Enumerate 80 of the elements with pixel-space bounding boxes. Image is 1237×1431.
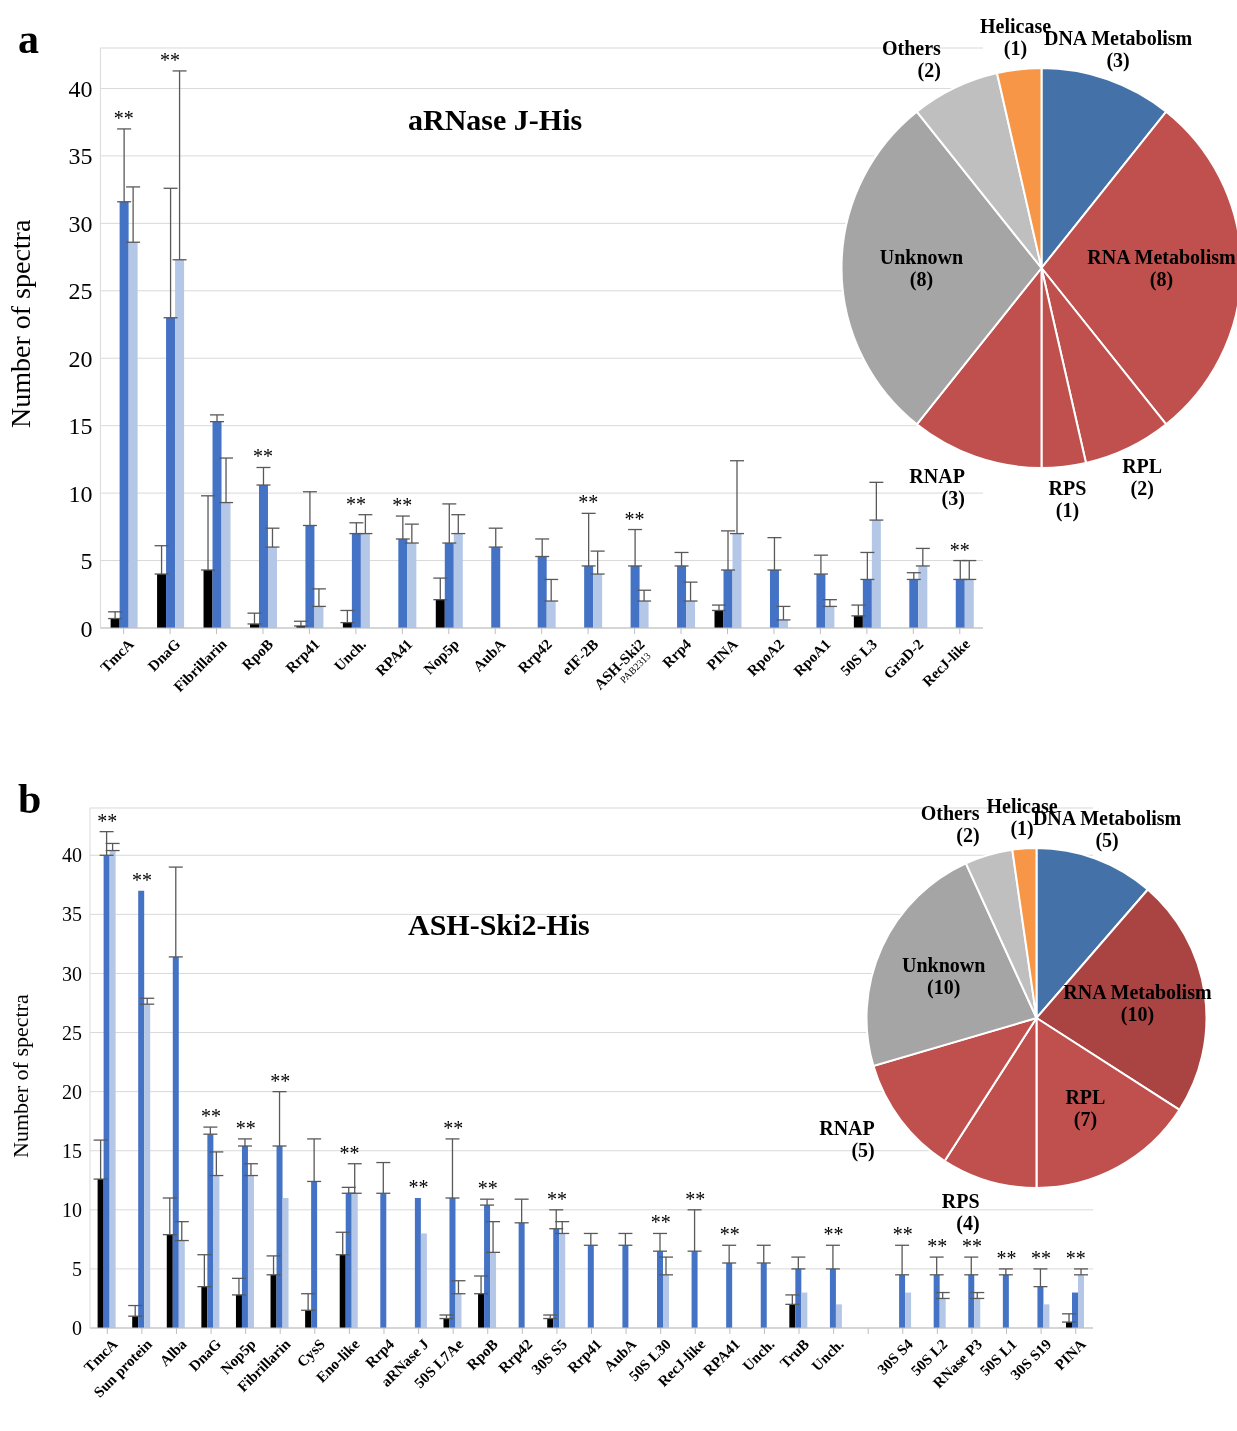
y-tick-label: 35 — [62, 903, 82, 926]
y-tick-label: 25 — [68, 278, 93, 305]
y-tick-label: 15 — [62, 1139, 82, 1162]
annotation: ** — [392, 494, 413, 517]
annotation: ** — [252, 445, 273, 468]
y-tick-label: 0 — [80, 615, 93, 642]
y-tick-label: 5 — [80, 548, 93, 575]
annotation: ** — [339, 1141, 360, 1164]
annotation: ** — [949, 538, 970, 561]
slice-label: RPL — [1122, 455, 1163, 478]
data-label: (2) — [1130, 477, 1154, 501]
annotation: ** — [131, 868, 152, 891]
y-tick-label: 25 — [62, 1021, 82, 1044]
annotation: ** — [443, 1116, 464, 1139]
annotation: ** — [823, 1223, 844, 1246]
annotation: ** — [719, 1223, 740, 1246]
y-tick-label: 20 — [62, 1080, 82, 1103]
data-label: (3) — [1106, 49, 1130, 73]
annotation: ** — [546, 1187, 567, 1210]
data-label: (5) — [1095, 828, 1119, 852]
y-tick-label: 30 — [62, 962, 82, 985]
text: ASH-Ski2-His — [408, 908, 590, 942]
data-label: (4) — [956, 1211, 980, 1235]
annotation: ** — [685, 1187, 706, 1210]
data-label: (10) — [927, 975, 961, 999]
y-tick-label: 5 — [72, 1258, 82, 1281]
annotation: ** — [345, 492, 366, 515]
x-tick-label: 50S L3 — [837, 635, 881, 679]
slice-label: RNAP — [909, 464, 965, 487]
annotation: ** — [650, 1211, 671, 1234]
data-label: (2) — [956, 824, 980, 848]
y-tick-label: 35 — [68, 143, 93, 170]
annotation: ** — [578, 491, 599, 514]
slice-label: RPS — [941, 1189, 980, 1212]
annotation: ** — [1031, 1246, 1052, 1269]
annotation: ** — [892, 1223, 913, 1246]
annotation: ** — [160, 48, 181, 71]
slice-label: RNA Metabolism — [1087, 246, 1236, 268]
slice-label: Others — [920, 802, 980, 825]
y-tick-label: 40 — [62, 844, 82, 867]
data-label: (3) — [941, 486, 965, 510]
text: a — [18, 16, 39, 62]
slice-label: Unknown — [879, 246, 964, 268]
y-axis-title: Number of spectra — [7, 994, 33, 1158]
y-tick-label: 10 — [68, 480, 93, 507]
annotation: ** — [408, 1176, 429, 1198]
y-tick-label: 30 — [68, 210, 93, 237]
y-tick-label: 40 — [68, 75, 93, 102]
data-label: (8) — [1149, 268, 1174, 291]
y-tick-label: 15 — [68, 413, 93, 440]
data-label: (1) — [1003, 37, 1028, 61]
annotation: ** — [97, 809, 118, 832]
y-tick-label: 0 — [72, 1317, 82, 1340]
y-axis-title: Number of spectra — [4, 219, 36, 428]
slice-label: RPL — [1065, 1085, 1106, 1108]
y-tick-label: 10 — [62, 1198, 82, 1221]
data-label: (2) — [917, 58, 941, 82]
annotation: ** — [1065, 1246, 1086, 1269]
annotation: ** — [927, 1235, 948, 1258]
annotation: ** — [235, 1116, 256, 1139]
slice-label: Others — [881, 36, 942, 59]
data-label: (7) — [1073, 1107, 1098, 1131]
annotation: ** — [270, 1069, 291, 1092]
data-label: (1) — [1055, 498, 1080, 522]
slice-label: Unknown — [902, 953, 986, 976]
y-tick-label: 20 — [68, 345, 93, 372]
text: aRNase J-His — [408, 103, 583, 137]
annotation: ** — [624, 507, 645, 530]
data-label: (8) — [909, 268, 934, 291]
data-label: (10) — [1120, 1003, 1155, 1027]
annotation: ** — [201, 1105, 222, 1128]
annotation: ** — [961, 1235, 982, 1258]
slice-label: RNAP — [819, 1117, 875, 1140]
annotation: ** — [113, 106, 134, 129]
data-label: (5) — [851, 1139, 875, 1163]
text: b — [18, 776, 42, 822]
slice-label: RPS — [1048, 476, 1087, 499]
annotation: ** — [477, 1177, 498, 1200]
data-label: (1) — [1010, 816, 1034, 840]
annotation: ** — [996, 1246, 1017, 1269]
